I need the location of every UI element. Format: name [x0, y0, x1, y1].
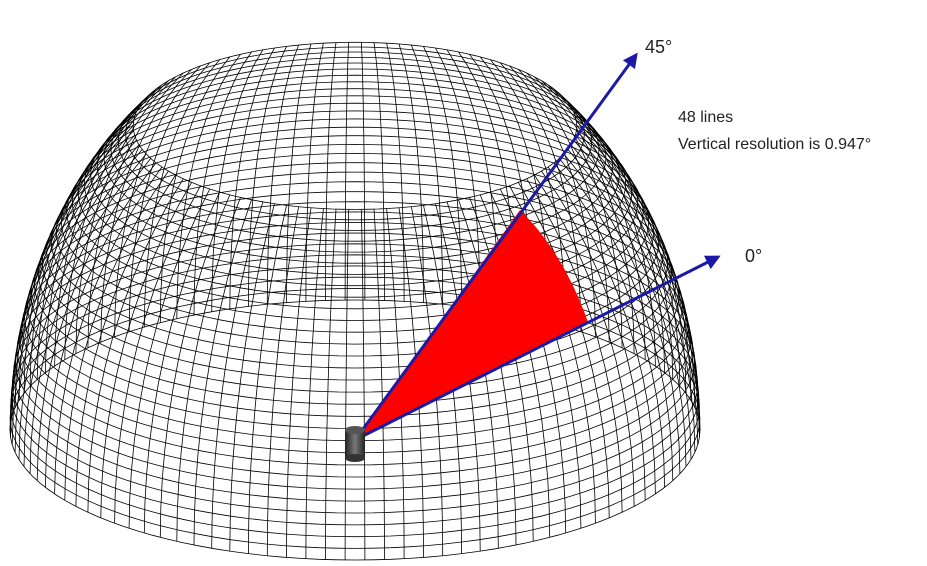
grid-line — [29, 97, 147, 387]
grid-line — [75, 76, 176, 354]
grid-line — [266, 206, 299, 556]
grid-line — [64, 80, 169, 360]
grid-line — [229, 47, 275, 309]
grid-line — [266, 44, 299, 305]
grid-line — [24, 191, 686, 442]
grid-line — [541, 170, 646, 501]
grid-line — [159, 56, 231, 323]
grid-line — [21, 201, 689, 454]
grid-line — [576, 120, 700, 423]
grid-line — [54, 84, 163, 367]
vertical-fov-sector — [355, 210, 588, 440]
grid-line — [176, 197, 241, 542]
grid-line — [114, 65, 201, 337]
dome-wireframe — [9, 41, 701, 561]
grid-line — [87, 72, 184, 348]
grid-line — [469, 197, 534, 542]
grid-line — [211, 201, 264, 549]
grid-line — [159, 194, 231, 538]
grid-line — [325, 209, 337, 560]
grid-line — [305, 208, 324, 559]
grid-line — [344, 209, 350, 560]
grid-line — [360, 209, 366, 560]
grid-line — [541, 80, 646, 360]
resolution-label: Vertical resolution is 0.947° — [678, 136, 871, 153]
grid-line — [114, 185, 201, 524]
grid-line — [526, 72, 623, 348]
grid-line — [128, 188, 211, 529]
grid-line — [423, 46, 462, 307]
grid-line — [87, 178, 184, 513]
grid-line — [547, 84, 656, 367]
grid-line — [534, 76, 635, 354]
grid-line — [23, 102, 143, 394]
arrow-0 — [354, 255, 721, 442]
grid-line — [518, 182, 610, 518]
grid-line — [373, 42, 385, 301]
grid-line — [143, 191, 220, 533]
grid-line — [229, 203, 275, 552]
grid-line — [14, 111, 137, 408]
grid-line — [14, 139, 137, 453]
grid-line — [518, 69, 610, 343]
grid-line — [325, 42, 337, 301]
grid-line — [10, 130, 134, 438]
grid-line — [563, 153, 681, 474]
grid-line — [567, 149, 687, 467]
grid-line — [128, 62, 211, 332]
grid-line — [10, 276, 700, 538]
grid-line — [23, 149, 143, 467]
grid-line — [10, 265, 700, 526]
grid-line — [176, 54, 241, 319]
grid-line — [573, 111, 696, 408]
grid-line — [36, 93, 151, 380]
grid-line — [534, 174, 635, 507]
grid-line — [286, 207, 312, 558]
angle-label: 45° — [645, 37, 672, 57]
grid-line — [435, 47, 481, 309]
grid-line — [9, 288, 701, 549]
grid-line — [100, 69, 192, 343]
grid-line — [509, 65, 596, 337]
grid-line — [411, 44, 444, 305]
grid-line — [54, 166, 163, 494]
grid-line — [398, 43, 424, 303]
grid-line — [27, 181, 683, 429]
grid-line — [526, 178, 623, 513]
grid-line — [143, 59, 220, 328]
grid-line — [211, 49, 264, 312]
grid-line — [248, 46, 287, 307]
grid-line — [193, 199, 252, 546]
grid-line — [100, 182, 192, 518]
grid-line — [64, 170, 169, 501]
grid-line — [573, 139, 696, 453]
grid-line — [553, 162, 665, 488]
grid-line — [305, 43, 324, 302]
arrow-45 — [353, 52, 638, 441]
grid-line — [132, 41, 578, 210]
angle-label: 0° — [745, 246, 762, 266]
grid-line — [547, 166, 656, 494]
grid-line — [75, 174, 176, 507]
grid-line — [360, 42, 366, 301]
grid-line — [576, 130, 700, 438]
grid-line — [344, 42, 350, 301]
grid-line — [29, 153, 147, 474]
line-count-label: 48 lines — [678, 109, 733, 126]
grid-line — [286, 43, 312, 303]
grid-line — [386, 43, 405, 302]
grid-line — [248, 205, 287, 554]
grid-line — [45, 162, 157, 488]
lidar-sensor — [345, 426, 365, 462]
grid-line — [13, 243, 697, 502]
grid-line — [575, 116, 699, 416]
grid-line — [373, 209, 385, 560]
grid-line — [45, 88, 157, 373]
grid-line — [499, 62, 582, 332]
grid-line — [193, 51, 252, 316]
